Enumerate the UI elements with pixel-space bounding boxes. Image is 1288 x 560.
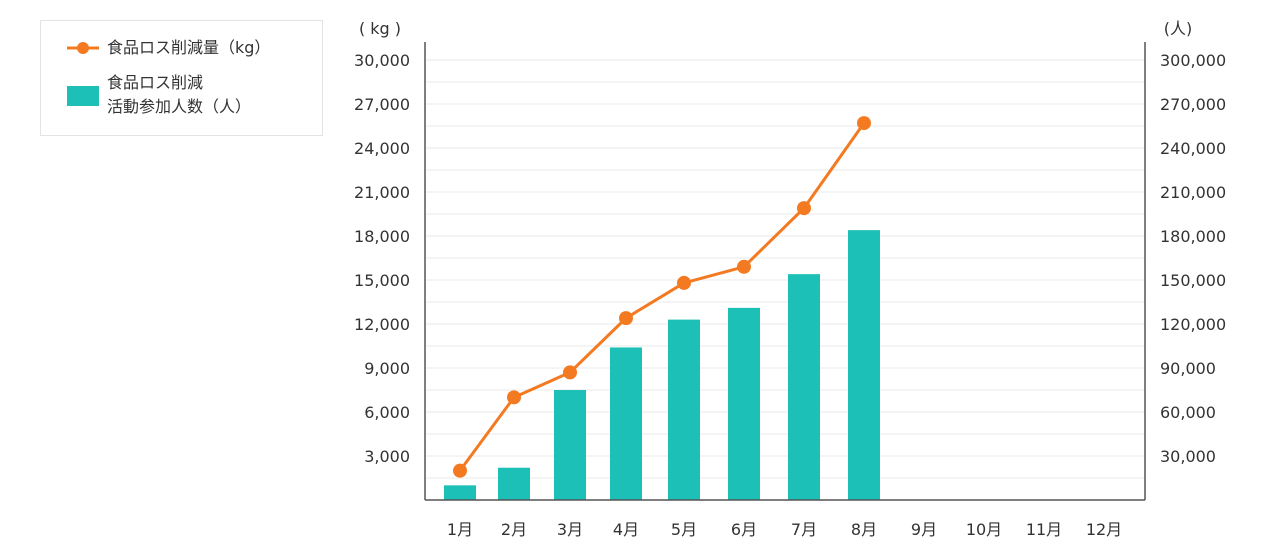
left-tick-label: 30,000 [354, 51, 410, 70]
line-point [619, 311, 633, 326]
left-tick-label: 27,000 [354, 95, 410, 114]
legend: 食品ロス削減量（kg） 食品ロス削減 活動参加人数（人） [40, 20, 323, 136]
bar [728, 307, 760, 500]
right-axis-unit: (人) [1164, 19, 1193, 38]
x-tick-label: 9月 [911, 520, 937, 539]
right-tick-label: 300,000 [1160, 51, 1226, 70]
left-tick-label: 21,000 [354, 183, 410, 202]
legend-bar-label-line1: 食品ロス削減 [107, 73, 204, 92]
line-point [453, 463, 467, 478]
legend-item-line: 食品ロス削減量（kg） [67, 36, 270, 60]
x-tick-label: 10月 [966, 520, 1002, 539]
bar [788, 274, 820, 500]
x-tick-label: 11月 [1026, 520, 1062, 539]
right-tick-label: 180,000 [1160, 227, 1226, 246]
left-tick-label: 9,000 [364, 359, 410, 378]
right-tick-label: 150,000 [1160, 271, 1226, 290]
right-tick-label: 240,000 [1160, 139, 1226, 158]
x-tick-label: 6月 [731, 520, 757, 539]
left-tick-label: 15,000 [354, 271, 410, 290]
left-axis-unit: ( kg ) [359, 19, 401, 38]
bar [444, 485, 476, 500]
legend-line-label: 食品ロス削減量（kg） [107, 38, 271, 57]
left-tick-label: 24,000 [354, 139, 410, 158]
x-tick-label: 4月 [613, 520, 639, 539]
x-tick-label: 5月 [671, 520, 697, 539]
line-point [737, 259, 751, 274]
right-tick-label: 210,000 [1160, 183, 1226, 202]
line-point [857, 116, 871, 131]
x-tick-label: 8月 [851, 520, 877, 539]
line-point [797, 201, 811, 216]
right-tick-label: 90,000 [1160, 359, 1216, 378]
x-tick-label: 12月 [1086, 520, 1122, 539]
bar [848, 230, 880, 500]
right-tick-label: 30,000 [1160, 447, 1216, 466]
line-series [458, 122, 866, 472]
bar [498, 467, 530, 500]
legend-item-bar: 食品ロス削減 活動参加人数（人） [67, 71, 251, 119]
right-tick-label: 270,000 [1160, 95, 1226, 114]
left-tick-label: 12,000 [354, 315, 410, 334]
legend-bar-label-line2: 活動参加人数（人） [107, 97, 252, 116]
line-point [563, 365, 577, 380]
x-tick-label: 7月 [791, 520, 817, 539]
right-tick-label: 120,000 [1160, 315, 1226, 334]
left-tick-label: 6,000 [364, 403, 410, 422]
x-tick-label: 1月 [447, 520, 473, 539]
bar-swatch-icon [67, 86, 99, 106]
line-marker-icon [67, 42, 99, 54]
x-tick-label: 3月 [557, 520, 583, 539]
x-tick-label: 2月 [501, 520, 527, 539]
right-tick-label: 60,000 [1160, 403, 1216, 422]
line-point [677, 275, 691, 290]
bar [554, 390, 586, 500]
bar [610, 347, 642, 500]
line-point [507, 390, 521, 405]
left-tick-label: 3,000 [364, 447, 410, 466]
left-tick-label: 18,000 [354, 227, 410, 246]
bar [668, 319, 700, 500]
